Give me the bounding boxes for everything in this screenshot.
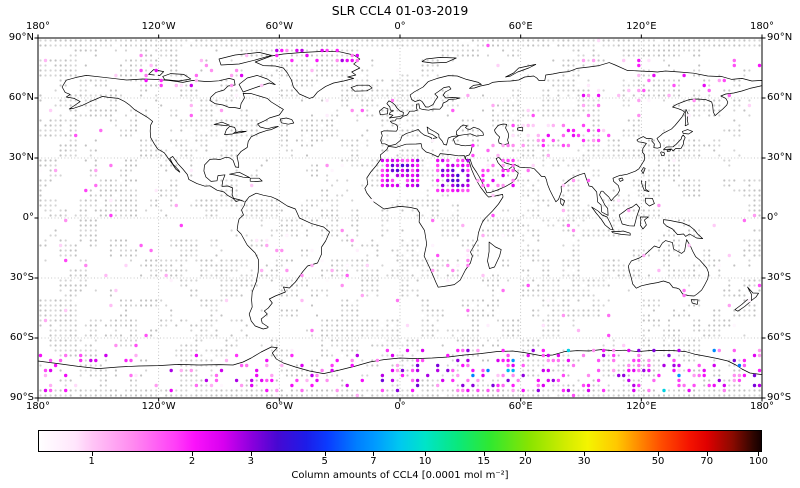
colorbar-tick-mark [250, 452, 252, 456]
colorbar-gradient [38, 430, 762, 452]
lon-tick-label-top: 120°W [141, 21, 176, 32]
lon-tick-label-bottom: 60°E [508, 401, 533, 412]
lon-tick-label-bottom: 120°W [141, 401, 176, 412]
colorbar-tick-mark [525, 452, 527, 456]
lon-tick-label-top: 0° [394, 21, 406, 32]
colorbar-tick-mark [373, 452, 375, 456]
colorbar-tick-mark [425, 452, 427, 456]
colorbar-tick-mark [658, 452, 660, 456]
lat-tick-label-left: 90°N [8, 31, 34, 43]
value-dots [38, 38, 762, 398]
lat-tick-label-left: 30°S [9, 271, 34, 283]
colorbar-tick-label: 1 [88, 456, 95, 467]
background-observation-dots [39, 39, 761, 397]
lat-tick-label-right: 30°N [767, 151, 793, 163]
colorbar-tick-label: 10 [418, 456, 432, 467]
lon-tick-label-top: 180° [749, 21, 775, 32]
lon-tick-label-top: 60°E [508, 21, 533, 32]
lat-tick-label-right: 60°N [767, 91, 793, 103]
lat-tick-label-right: 90°S [767, 391, 792, 403]
lon-tick-label-bottom: 180° [25, 401, 51, 412]
colorbar-tick-label: 7 [370, 456, 377, 467]
colorbar-tick-label: 100 [748, 456, 768, 467]
colorbar-tick-label: 5 [321, 456, 328, 467]
lat-tick-label-right: 30°S [767, 271, 792, 283]
colorbar-tick-label: 2 [188, 456, 196, 467]
lon-tick-label-bottom: 180° [749, 401, 775, 412]
background-observation-dots [39, 39, 761, 397]
lat-tick-label-left: 30°N [8, 151, 34, 163]
colorbar-label: Column amounts of CCL4 [0.0001 mol m⁻²] [291, 470, 509, 481]
lon-tick-label-bottom: 0° [394, 401, 406, 412]
colorbar-tick-mark [584, 452, 586, 456]
colorbar-tick-label: 3 [247, 456, 254, 467]
colorbar-tick-mark [483, 452, 485, 456]
lat-tick-label-right: 60°S [767, 331, 792, 343]
coastlines [38, 51, 762, 375]
lat-tick-label-left: 90°S [9, 391, 34, 403]
lat-tick-label-left: 0° [22, 211, 34, 223]
lon-tick-label-top: 60°W [265, 21, 294, 32]
colorbar-tick-label: 70 [700, 456, 714, 467]
colorbar-tick-label: 50 [651, 456, 665, 467]
plot-title: SLR CCL4 01-03-2019 [331, 3, 469, 18]
lon-tick-label-bottom: 60°W [265, 401, 294, 412]
lat-tick-label-right: 0° [767, 211, 779, 223]
map-content [38, 38, 762, 398]
colorbar-tick-mark [706, 452, 708, 456]
lat-tick-label-left: 60°S [9, 331, 34, 343]
colorbar-tick-mark [758, 452, 760, 456]
lat-tick-label-right: 90°N [767, 31, 793, 43]
lon-tick-label-bottom: 120°E [626, 401, 657, 412]
lon-tick-label-top: 180° [25, 21, 51, 32]
colorbar-tick-mark [91, 452, 93, 456]
graticule-gridlines [38, 38, 762, 398]
lon-tick-label-top: 120°E [626, 21, 657, 32]
lat-tick-label-left: 60°N [8, 91, 34, 103]
colorbar-tick-label: 20 [519, 456, 532, 467]
antarctica-coastline [38, 346, 762, 375]
colorbar-tick-label: 30 [577, 456, 591, 467]
plot-border [37, 37, 763, 399]
colorbar-tick-label: 15 [477, 456, 491, 467]
colorbar-tick-mark [324, 452, 326, 456]
axis-tick-marks [34, 34, 766, 402]
colorbar-tick-mark [192, 452, 194, 456]
